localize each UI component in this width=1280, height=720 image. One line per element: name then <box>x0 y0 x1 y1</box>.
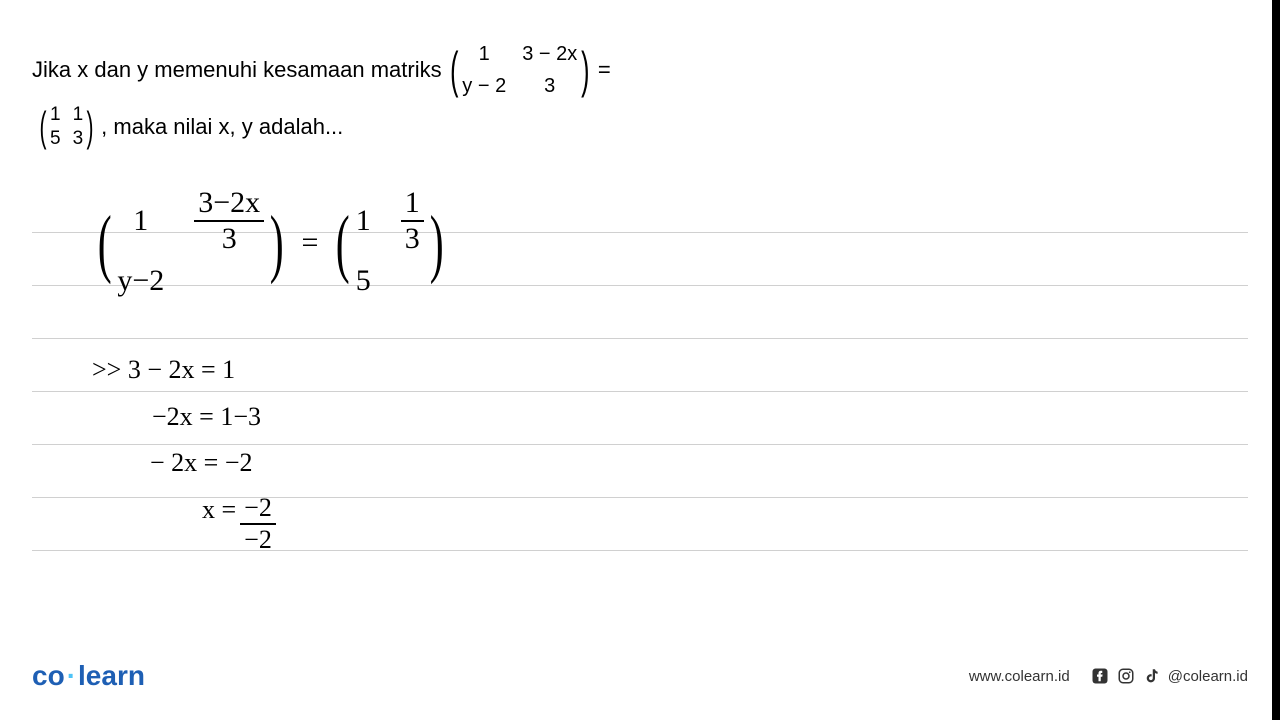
hw-step4-den: −2 <box>244 525 272 553</box>
matrix-1: ( 1 3 − 2x y − 2 3 ) <box>446 40 594 100</box>
m2-r1c2: 1 <box>73 104 84 126</box>
social-handle: @colearn.id <box>1168 668 1248 685</box>
hw-step4-prefix: x = <box>202 495 236 525</box>
ruled-paper: ( 1 3−2x 3 y−2 ) = ( 1 1 3 5 <box>32 180 1248 604</box>
m1-r2c2: 3 <box>522 72 577 100</box>
logo-co: co <box>32 660 65 691</box>
problem-area: Jika x dan y memenuhi kesamaan matriks (… <box>32 40 1248 150</box>
problem-suffix: , maka nilai x, y adalah... <box>101 114 343 140</box>
problem-line1: Jika x dan y memenuhi kesamaan matriks (… <box>32 40 1248 100</box>
website-url: www.colearn.id <box>969 668 1070 685</box>
problem-prefix: Jika x dan y memenuhi kesamaan matriks <box>32 55 442 86</box>
hw-m1-r1c1: 1 <box>117 204 164 238</box>
hw-m1-r2c1: y−2 <box>117 264 164 298</box>
equals-sign: = <box>598 55 611 86</box>
instagram-icon <box>1116 666 1136 686</box>
hw-m2-r1c1: 1 <box>356 204 371 238</box>
tiktok-icon <box>1142 666 1162 686</box>
hw-m2-r2c1: 5 <box>356 264 371 298</box>
hw-matrix-left: ( 1 3−2x 3 y−2 ) = ( 1 1 3 5 <box>92 188 449 298</box>
social-links: @colearn.id <box>1090 666 1248 686</box>
hw-m1-r1c2: 3−2x 3 <box>194 188 264 254</box>
m2-r2c2: 3 <box>73 128 84 150</box>
hw-equation: ( 1 3−2x 3 y−2 ) = ( 1 1 3 5 <box>92 188 449 298</box>
hw-step2: −2x = 1−3 <box>152 402 261 432</box>
hw-step3: − 2x = −2 <box>150 448 253 478</box>
hw-step1: >> 3 − 2x = 1 <box>92 355 235 385</box>
m1-r1c1: 1 <box>462 40 506 68</box>
m2-r1c1: 1 <box>50 104 61 126</box>
footer-right: www.colearn.id @colearn.id <box>969 666 1248 686</box>
facebook-icon <box>1090 666 1110 686</box>
hw-step4: x = −2 −2 <box>202 495 276 553</box>
m1-r2c1: y − 2 <box>462 72 506 100</box>
hw-m2-r1c2: 1 3 <box>401 188 424 254</box>
m2-r2c1: 5 <box>50 128 61 150</box>
logo-dot: · <box>67 660 76 691</box>
ruled-line <box>32 551 1248 604</box>
logo: co·learn <box>32 660 145 692</box>
logo-learn: learn <box>78 660 145 691</box>
footer: co·learn www.colearn.id @colearn.id <box>32 660 1248 692</box>
matrix-2: ( 1 1 5 3 ) <box>36 104 97 150</box>
problem-line2: ( 1 1 5 3 ) , maka nilai x, y adalah... <box>32 104 1248 150</box>
right-edge-bar <box>1272 0 1280 720</box>
hw-step4-num: −2 <box>240 495 276 525</box>
m1-r1c2: 3 − 2x <box>522 40 577 68</box>
hw-equals: = <box>301 226 318 260</box>
